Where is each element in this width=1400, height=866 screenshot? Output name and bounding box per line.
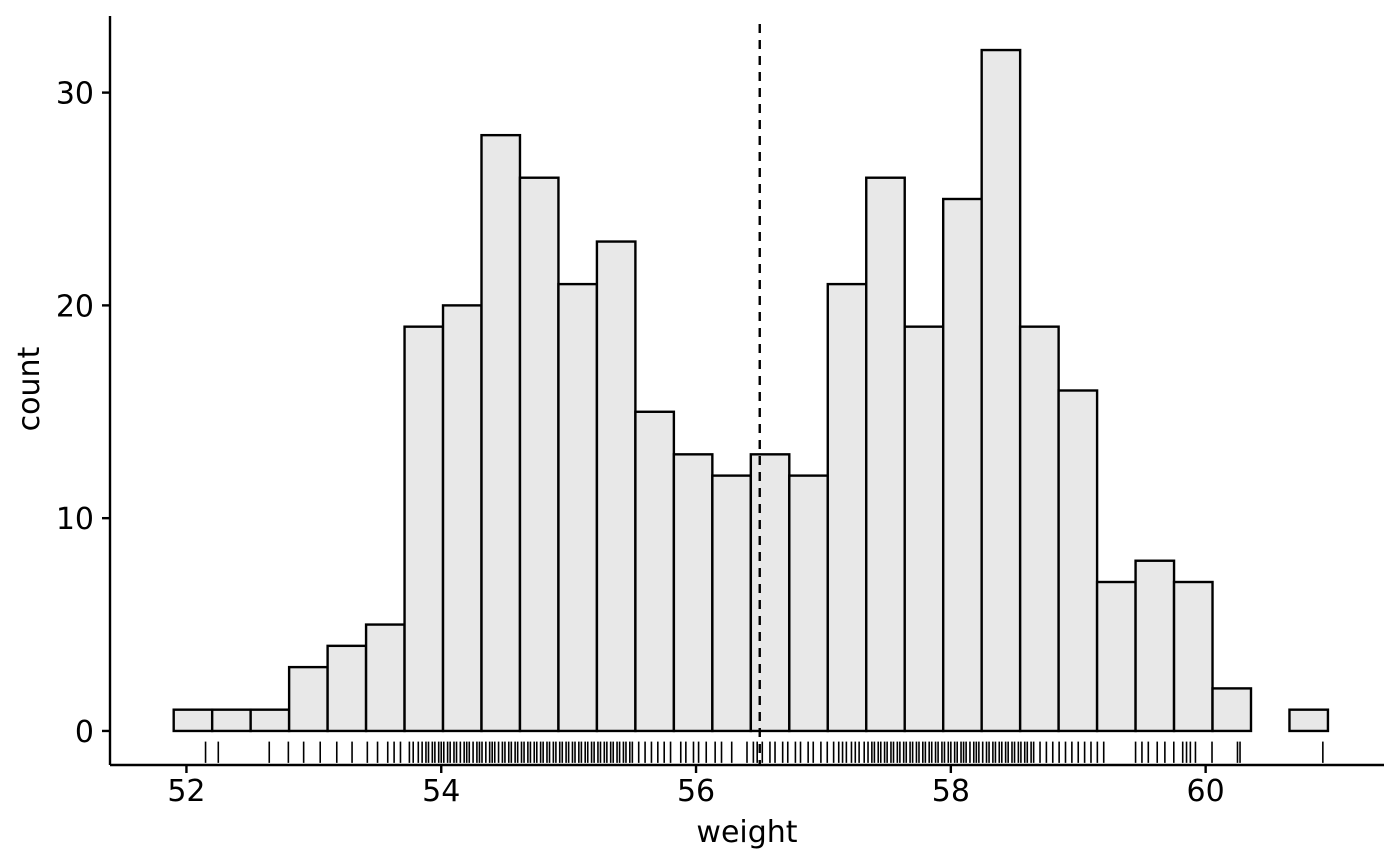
histogram-bar — [1057, 389, 1099, 733]
histogram-bar — [672, 453, 714, 733]
x-tick-label: 56 — [677, 774, 715, 809]
y-axis-title: count — [12, 346, 47, 431]
histogram-bar — [903, 325, 945, 733]
histogram-bar — [364, 623, 406, 733]
histogram-bar — [249, 708, 291, 733]
bars-group — [172, 48, 1330, 733]
x-tick-label: 58 — [932, 774, 970, 809]
x-axis-title: weight — [696, 815, 797, 850]
histogram-bar — [865, 176, 906, 733]
histogram-bar — [172, 708, 214, 733]
histogram-bar — [210, 708, 252, 733]
x-tick-label: 54 — [422, 774, 460, 809]
axes-group — [108, 16, 1384, 767]
y-ticks-group: 0 10 20 30 — [56, 77, 110, 750]
histogram-bar — [1134, 559, 1176, 733]
histogram-bar — [711, 474, 753, 733]
histogram-bar — [1095, 580, 1137, 733]
histogram-bar — [634, 410, 676, 733]
histogram-bar — [1172, 580, 1214, 733]
x-tick-label: 60 — [1187, 774, 1225, 809]
histogram-bar — [1211, 687, 1253, 733]
histogram-bar — [403, 325, 445, 733]
histogram-bar — [1288, 708, 1330, 733]
histogram-bar — [595, 240, 637, 733]
y-tick-label: 20 — [56, 289, 94, 324]
x-tick-label: 52 — [167, 774, 205, 809]
histogram-bar — [287, 665, 329, 733]
y-tick-label: 10 — [56, 502, 94, 537]
y-tick-label: 30 — [56, 77, 94, 112]
histogram-bar — [518, 176, 560, 733]
histogram-bar — [1018, 325, 1060, 733]
histogram-bar — [788, 474, 829, 733]
histogram-bar — [441, 304, 483, 733]
histogram-bar — [826, 282, 868, 733]
histogram-bar — [326, 644, 368, 733]
histogram-bar — [557, 282, 599, 733]
rug-group — [204, 741, 1324, 763]
y-tick-label: 0 — [75, 715, 94, 750]
x-ticks-group: 52 54 56 58 60 — [167, 765, 1225, 809]
histogram-bar — [980, 48, 1022, 733]
histogram-bar — [941, 197, 983, 733]
histogram-bar — [480, 133, 522, 733]
histogram-bar — [749, 453, 791, 733]
